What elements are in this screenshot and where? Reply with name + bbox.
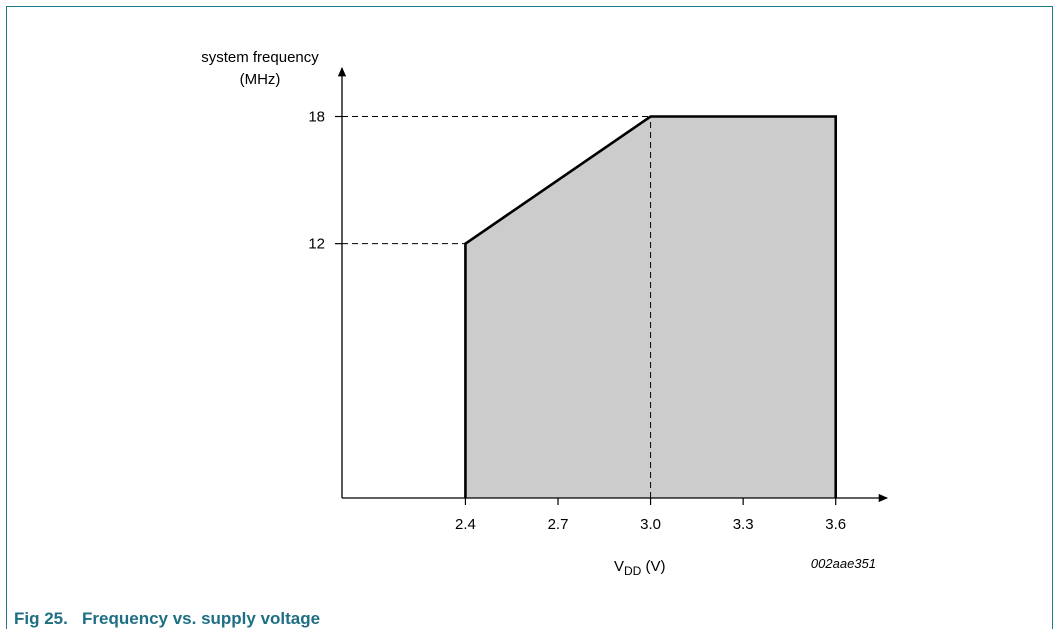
- x-axis-label-unit: (V): [641, 558, 665, 575]
- x-axis-label-main: V: [614, 558, 624, 575]
- ticks-layer: 2.4 2.7 3.0 3.3 3.6 12 18: [308, 109, 846, 533]
- x-tick-label: 3.0: [640, 516, 661, 533]
- x-axis-label-subscript: DD: [624, 564, 642, 578]
- figure-code: 002aae351: [811, 556, 876, 571]
- y-tick-label: 12: [308, 236, 325, 253]
- y-tick-label: 18: [308, 109, 325, 126]
- axes-layer: [337, 66, 889, 503]
- operating-area-boundary: [464, 115, 838, 498]
- figure-caption: Fig 25. Frequency vs. supply voltage: [14, 609, 321, 628]
- y-axis-label-line2: (MHz): [240, 71, 281, 88]
- guide-lines-layer: [342, 116, 652, 498]
- x-tick-label: 3.6: [825, 516, 846, 533]
- x-tick-label: 3.3: [733, 516, 754, 533]
- y-axis-label-line1: system frequency: [201, 49, 319, 66]
- figure-frame: [6, 6, 1053, 629]
- x-tick-label: 2.7: [548, 516, 569, 533]
- x-tick-label: 2.4: [455, 516, 476, 533]
- boundary-layer: [464, 115, 838, 498]
- x-axis-label: VDD (V): [614, 558, 666, 578]
